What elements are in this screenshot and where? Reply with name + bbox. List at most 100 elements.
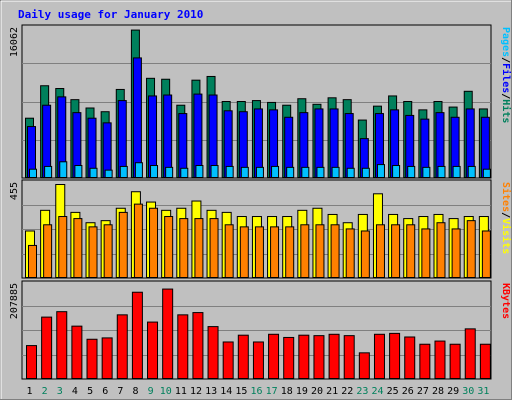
bar-kbytes-kbytes-day-23 <box>358 352 370 379</box>
day-label-24: 24 <box>372 386 384 397</box>
bar-visits-sites-day-1 <box>28 244 37 278</box>
day-label-20: 20 <box>311 386 323 397</box>
bar-kbytes-kbytes-day-22 <box>343 335 355 380</box>
bar-kbytes-kbytes-day-25 <box>389 332 401 380</box>
bar-hits-pages-day-17 <box>271 165 280 178</box>
day-label-29: 29 <box>447 386 459 397</box>
chart-title: Daily usage for January 2010 <box>18 8 203 21</box>
bar-hits-pages-day-2 <box>44 165 53 178</box>
bar-visits-sites-day-7 <box>118 211 128 278</box>
day-label-25: 25 <box>387 386 399 397</box>
bar-visits-sites-day-20 <box>315 224 325 279</box>
bar-kbytes-kbytes-day-6 <box>101 337 113 380</box>
bar-hits-pages-day-3 <box>59 161 68 178</box>
day-label-6: 6 <box>102 386 108 397</box>
day-label-4: 4 <box>72 386 78 397</box>
bar-kbytes-kbytes-day-8 <box>131 291 143 379</box>
day-label-17: 17 <box>266 386 278 397</box>
bar-kbytes-kbytes-day-5 <box>86 338 98 379</box>
day-label-27: 27 <box>417 386 429 397</box>
bar-kbytes-kbytes-day-10 <box>162 288 174 380</box>
bar-kbytes-kbytes-day-1 <box>26 345 37 379</box>
day-label-30: 30 <box>462 386 474 397</box>
day-label-31: 31 <box>477 386 489 397</box>
bar-hits-pages-day-7 <box>119 165 128 178</box>
legend-entry-visits-0: Sites <box>500 182 512 212</box>
bar-visits-sites-day-13 <box>209 218 219 278</box>
bar-hits-pages-day-28 <box>437 165 446 178</box>
bar-visits-sites-day-19 <box>300 224 310 279</box>
bar-kbytes-kbytes-day-29 <box>449 343 461 379</box>
day-label-5: 5 <box>87 386 93 397</box>
day-label-16: 16 <box>250 386 262 397</box>
bar-hits-files-day-8 <box>132 57 142 178</box>
bar-visits-sites-day-14 <box>224 224 234 279</box>
bar-hits-pages-day-6 <box>104 169 113 179</box>
bar-kbytes-kbytes-day-31 <box>479 343 491 379</box>
bar-visits-sites-day-25 <box>391 224 401 279</box>
legend-entry-kbytes-0: KBytes <box>500 283 511 319</box>
bar-kbytes-kbytes-day-20 <box>313 335 325 380</box>
bar-hits-pages-day-8 <box>134 162 143 178</box>
bar-kbytes-kbytes-day-26 <box>404 336 416 379</box>
bar-kbytes-kbytes-day-30 <box>464 328 476 380</box>
bar-kbytes-kbytes-day-19 <box>298 334 310 380</box>
bar-kbytes-kbytes-day-4 <box>71 325 83 380</box>
bar-hits-pages-day-29 <box>452 165 461 178</box>
bar-hits-pages-day-11 <box>180 167 189 178</box>
bar-visits-sites-day-15 <box>239 226 249 279</box>
legend-visits: Sites/Visits <box>500 182 512 254</box>
bar-visits-sites-day-28 <box>436 222 446 279</box>
bar-hits-pages-day-1 <box>29 168 37 179</box>
bar-visits-sites-day-27 <box>421 228 431 279</box>
bar-visits-sites-day-8 <box>133 203 143 278</box>
bar-hits-pages-day-5 <box>89 167 98 178</box>
legend-entry-hits-3: / <box>500 93 511 99</box>
day-label-3: 3 <box>57 386 63 397</box>
bar-visits-sites-day-2 <box>43 224 53 279</box>
bar-hits-files-day-10 <box>163 94 173 178</box>
bar-hits-files-day-31 <box>480 116 490 178</box>
bar-visits-sites-day-11 <box>179 218 189 278</box>
bar-visits-sites-day-10 <box>164 216 174 278</box>
legend-entry-hits-1: / <box>500 57 511 63</box>
legend-hits: Pages/Files/Hits <box>500 27 512 123</box>
bar-visits-sites-day-17 <box>270 226 280 279</box>
day-label-8: 8 <box>132 386 138 397</box>
bar-hits-files-day-6 <box>102 122 112 179</box>
bar-visits-sites-day-4 <box>73 218 83 278</box>
day-label-22: 22 <box>341 386 353 397</box>
bar-visits-sites-day-26 <box>406 224 416 279</box>
day-label-12: 12 <box>190 386 202 397</box>
bar-visits-sites-day-3 <box>58 216 68 278</box>
bar-visits-sites-day-9 <box>149 207 159 278</box>
bar-kbytes-kbytes-day-14 <box>222 341 234 379</box>
day-tick-labels: 1 2 3 4 5 6 7 8 9 10 11 12 13 14 15 16 17 18 19 20 21 22 23 24 2… <box>27 386 490 397</box>
bar-hits-pages-day-25 <box>392 165 401 179</box>
bar-hits-pages-day-12 <box>195 165 204 179</box>
legend-entry-hits-0: Pages <box>500 27 511 57</box>
max-label-visits: 455 <box>9 182 20 200</box>
bar-kbytes-kbytes-day-18 <box>283 336 295 380</box>
bar-hits-pages-day-30 <box>467 165 476 178</box>
bar-hits-files-day-12 <box>193 93 203 178</box>
bar-kbytes-kbytes-day-15 <box>237 334 249 380</box>
bar-kbytes-kbytes-day-12 <box>192 312 204 380</box>
day-label-7: 7 <box>117 386 123 397</box>
bar-hits-pages-day-31 <box>482 168 491 179</box>
bar-kbytes-kbytes-day-17 <box>268 333 280 379</box>
bar-hits-pages-day-16 <box>255 166 264 178</box>
bar-visits-sites-day-22 <box>345 228 355 279</box>
day-label-13: 13 <box>205 386 217 397</box>
panel-visits: 455 Sites/Visits <box>9 179 512 279</box>
bar-kbytes-kbytes-day-16 <box>252 341 264 379</box>
bar-kbytes-kbytes-day-11 <box>177 314 189 380</box>
bar-hits-pages-day-13 <box>210 165 219 179</box>
bar-hits-pages-day-21 <box>331 166 340 178</box>
day-label-23: 23 <box>356 386 368 397</box>
max-label-kbytes: 207885 <box>9 283 20 319</box>
day-label-28: 28 <box>432 386 444 397</box>
bar-visits-sites-day-30 <box>466 220 476 278</box>
bar-kbytes-kbytes-day-27 <box>419 343 431 379</box>
day-label-26: 26 <box>402 386 414 397</box>
